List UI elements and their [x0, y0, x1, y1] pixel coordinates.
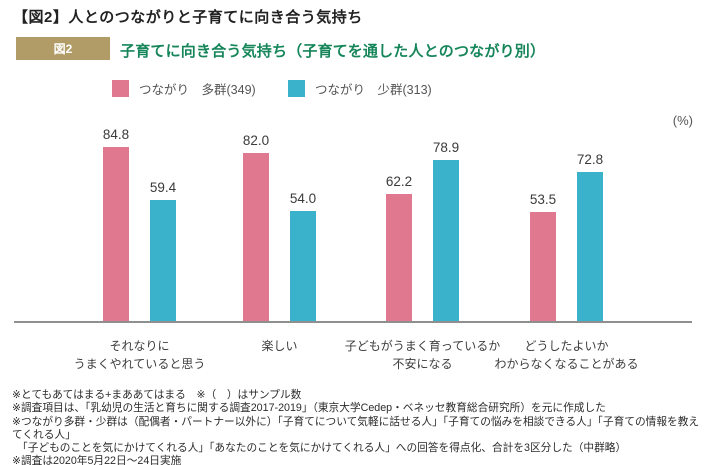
figure-subtitle: 子育てに向き合う気持ち（子育てを通した人とのつながり別） [120, 43, 546, 60]
bar-value-label: 54.0 [289, 191, 317, 206]
bar-series0-cat3 [530, 212, 556, 323]
bar-value-label: 82.0 [242, 133, 270, 148]
bar-value-label: 59.4 [149, 180, 177, 195]
bar-value-label: 53.5 [529, 192, 557, 207]
legend-swatch-teal [288, 80, 305, 97]
bar-value-label: 84.8 [102, 127, 130, 142]
footnotes: ※とてもあてはまる+まああてはまる ※（ ）はサンプル数 ※調査項目は、「乳幼児… [12, 389, 708, 465]
legend-item-shogun: つながり 少群(313) [288, 79, 432, 98]
legend-swatch-pink [112, 80, 129, 97]
footnote-line: ※調査項目は、「乳幼児の生活と育ちに関する調査2017-2019」（東京大学Ce… [12, 402, 606, 415]
bar-series0-cat1 [243, 153, 269, 323]
bar-series1-cat0 [150, 200, 176, 323]
bar-series1-cat2 [433, 160, 459, 323]
bar-value-label: 62.2 [385, 174, 413, 189]
figure-badge: 図2 [16, 37, 110, 60]
bar-series1-cat3 [577, 172, 603, 323]
category-label: どうしたよいか わからなくなることがある [494, 339, 639, 371]
bar-series0-cat0 [103, 147, 129, 323]
category-label: 子どもがうまく育っているか 不安になる [344, 339, 501, 371]
bar-value-label: 72.8 [576, 152, 604, 167]
bar-value-label: 78.9 [432, 140, 460, 155]
category-label: 楽しい [261, 339, 298, 353]
page-title: 【図2】人とのつながりと子育てに向き合う気持ち [13, 9, 363, 26]
category-label: それなりに うまくやれていると思う [73, 339, 206, 371]
x-axis-line [14, 321, 692, 323]
bar-series1-cat1 [290, 211, 316, 323]
footnote-line: 「子どものことを気にかけてくれる人」「あなたのことを気にかけてくれる人」への回答… [17, 442, 627, 455]
footnote-line: ※調査は2020年5月22日～24日実施 [12, 455, 182, 465]
legend-label-tagun: つながり 多群(349) [139, 83, 256, 97]
footnote-line: ※つながり多群・少群は（配偶者・パートナー以外に）「子育てについて気軽に話せる人… [12, 415, 700, 441]
percent-unit-label: (%) [672, 113, 693, 128]
footnote-line: ※とてもあてはまる+まああてはまる ※（ ）はサンプル数 [12, 389, 302, 401]
legend-item-tagun: つながり 多群(349) [112, 79, 256, 98]
legend-label-shogun: つながり 少群(313) [315, 83, 432, 97]
bar-series0-cat2 [386, 194, 412, 323]
